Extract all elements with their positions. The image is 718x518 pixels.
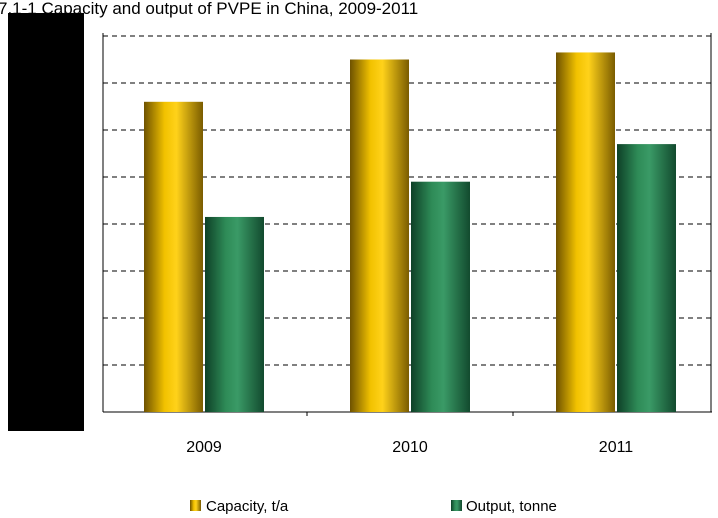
- x-tick-label: 2009: [186, 439, 222, 456]
- bar-capacity-2009: [144, 102, 203, 412]
- bar-output-2011: [617, 144, 676, 412]
- legend: Capacity, t/a Output, tonne: [190, 498, 557, 515]
- x-tick-label: 2011: [599, 439, 634, 456]
- bar-capacity-2010: [350, 60, 409, 413]
- bar-output-2010: [411, 182, 470, 412]
- legend-swatch-output: [451, 500, 462, 511]
- x-tick-labels: 2009 2010 2011: [186, 412, 633, 456]
- legend-label-output: Output, tonne: [466, 498, 557, 515]
- legend-label-capacity: Capacity, t/a: [206, 498, 289, 515]
- y-axis-label-panel: [8, 13, 84, 431]
- bar-capacity-2011: [556, 52, 615, 412]
- x-tick-label: 2010: [392, 439, 428, 456]
- bar-output-2009: [205, 217, 264, 412]
- bars: [144, 52, 676, 412]
- legend-swatch-capacity: [190, 500, 201, 511]
